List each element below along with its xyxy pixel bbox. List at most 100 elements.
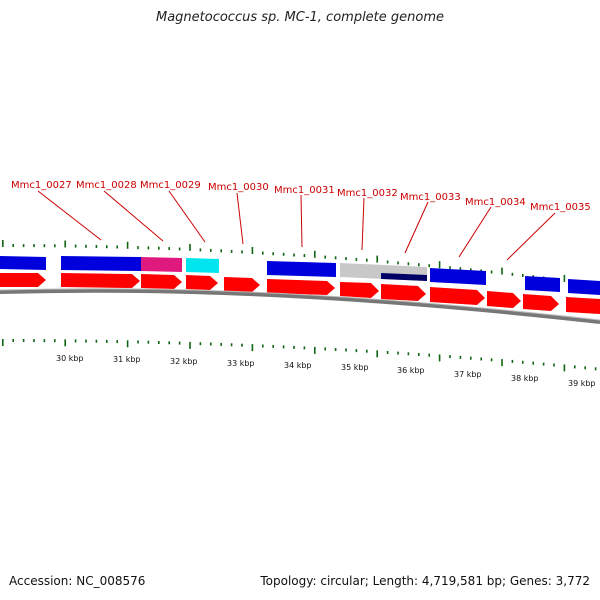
leader-line-mmc1-0030 [236, 192, 244, 245]
kbp-label: 35 kbp [341, 363, 369, 372]
label-leaders [37, 190, 556, 261]
cds-arrow-mmc1-0030[interactable] [224, 277, 260, 292]
scale-tick [95, 339, 98, 343]
gene-block-mmc1-0026-cog[interactable] [0, 256, 46, 270]
scale-tick [303, 346, 306, 350]
cds-arrow-mmc1-0035[interactable] [523, 294, 559, 311]
scale-tick [522, 274, 524, 277]
gene-label[interactable]: Mmc1_0035 [530, 202, 591, 213]
scale-tick [168, 341, 170, 345]
scale-tick [158, 341, 160, 344]
scale-tick [428, 353, 430, 357]
tick-row-top [2, 240, 597, 286]
scale-tick [418, 353, 420, 356]
genome-backbone [0, 288, 600, 324]
scale-tick [241, 343, 243, 347]
scale-tick [230, 343, 233, 347]
cds-arrow-mmc1-0034b[interactable] [487, 291, 521, 308]
scale-tick [74, 339, 77, 343]
scale-tick [85, 244, 87, 248]
cds-arrow-mmc1-0032[interactable] [340, 282, 379, 298]
scale-tick [293, 345, 295, 349]
scale-tick [449, 355, 451, 359]
scale-tick [126, 241, 129, 249]
scale-tick [501, 267, 503, 275]
scale-tick [511, 359, 514, 363]
gene-label[interactable]: Mmc1_0028 [76, 180, 137, 191]
gene-label[interactable]: Mmc1_0030 [208, 182, 269, 193]
scale-tick [501, 359, 503, 367]
scale-tick [137, 340, 139, 344]
scale-tick [407, 352, 410, 356]
cds-arrow-mmc1-0028[interactable] [141, 274, 182, 289]
cds-arrow-mmc1-0029[interactable] [186, 275, 218, 290]
leader-line-mmc1-0028 [103, 190, 164, 242]
scale-tick [158, 246, 160, 250]
scale-tick [303, 254, 306, 258]
cog-track [0, 256, 600, 295]
scale-tick [147, 246, 150, 250]
scale-tick [2, 339, 4, 346]
gene-block-mmc1-0035-cog[interactable] [525, 276, 560, 292]
scale-tick [33, 244, 35, 248]
scale-tick [43, 339, 46, 343]
scale-tick [137, 246, 139, 250]
scale-tick [522, 360, 524, 364]
scale-tick [490, 270, 493, 274]
kbp-label: 34 kbp [284, 361, 312, 370]
cds-arrow-mmc1-0027[interactable] [61, 273, 140, 288]
scale-tick [241, 250, 243, 254]
gene-label[interactable]: Mmc1_0033 [400, 192, 461, 203]
scale-tick [563, 274, 566, 282]
genome-backbone-highlight [0, 288, 600, 321]
gene-label[interactable]: Mmc1_0034 [465, 197, 526, 208]
cds-arrow-mmc1-0034[interactable] [430, 287, 485, 305]
gene-block-mmc1-0033-cog[interactable] [381, 273, 427, 281]
scale-tick [251, 247, 254, 254]
scale-tick [428, 264, 430, 268]
tick-row-bottom [2, 339, 597, 372]
scale-tick [355, 257, 358, 261]
scale-tick [438, 354, 441, 362]
scale-tick [126, 340, 129, 348]
scale-tick [168, 247, 170, 251]
kbp-label: 31 kbp [113, 355, 141, 364]
leader-line-mmc1-0034 [458, 206, 492, 258]
scale-tick [199, 248, 202, 252]
scale-tick [584, 366, 586, 370]
scale-tick [12, 339, 14, 342]
scale-tick [33, 339, 35, 343]
gene-block-mmc1-0031-cog[interactable] [267, 261, 336, 277]
gene-block-mmc1-0036-cog[interactable] [568, 279, 600, 295]
gene-label[interactable]: Mmc1_0031 [274, 185, 335, 196]
cds-arrow-mmc1-0031[interactable] [267, 279, 335, 295]
scale-tick [251, 344, 254, 352]
scale-tick [376, 255, 378, 263]
scale-tick [95, 245, 98, 248]
gene-label[interactable]: Mmc1_0027 [11, 180, 72, 191]
cds-arrow-mmc1-0033[interactable] [381, 284, 426, 301]
scale-tick [490, 358, 493, 362]
gene-block-mmc1-0027-cog[interactable] [61, 256, 141, 271]
scale-tick [314, 250, 316, 258]
scale-tick [418, 263, 420, 267]
gene-block-mmc1-0034-cog[interactable] [430, 268, 486, 285]
cds-track [0, 273, 600, 314]
leader-line-mmc1-0029 [168, 190, 206, 243]
scale-tick [106, 339, 108, 343]
leader-line-mmc1-0031 [300, 194, 303, 248]
cds-arrow-mmc1-0026[interactable] [0, 273, 46, 287]
scale-tick [54, 244, 56, 248]
gene-label[interactable]: Mmc1_0032 [337, 188, 398, 199]
scale-tick [542, 362, 545, 366]
scale-tick [293, 253, 295, 257]
gene-block-mmc1-0029-cog[interactable] [186, 258, 219, 273]
leader-line-mmc1-0033 [404, 201, 429, 254]
scale-tick [22, 339, 25, 342]
gene-block-mmc1-0028-cog[interactable] [141, 257, 182, 272]
gene-label[interactable]: Mmc1_0029 [140, 180, 201, 191]
scale-tick [262, 344, 264, 348]
leader-line-mmc1-0035 [506, 212, 556, 261]
cds-arrow-mmc1-0036[interactable] [566, 297, 600, 314]
